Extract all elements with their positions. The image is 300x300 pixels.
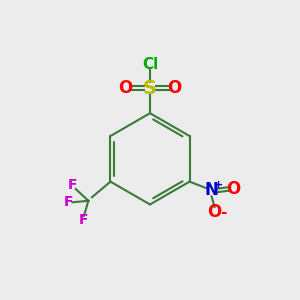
Text: O: O (207, 203, 222, 221)
Text: S: S (143, 79, 157, 98)
Text: -: - (220, 205, 226, 220)
Text: N: N (205, 182, 218, 200)
Text: F: F (68, 178, 77, 193)
Text: F: F (79, 213, 89, 227)
Text: +: + (214, 180, 224, 190)
Text: O: O (167, 79, 182, 97)
Text: O: O (118, 79, 133, 97)
Text: O: O (226, 180, 240, 198)
Text: F: F (64, 195, 73, 209)
Text: Cl: Cl (142, 57, 158, 72)
